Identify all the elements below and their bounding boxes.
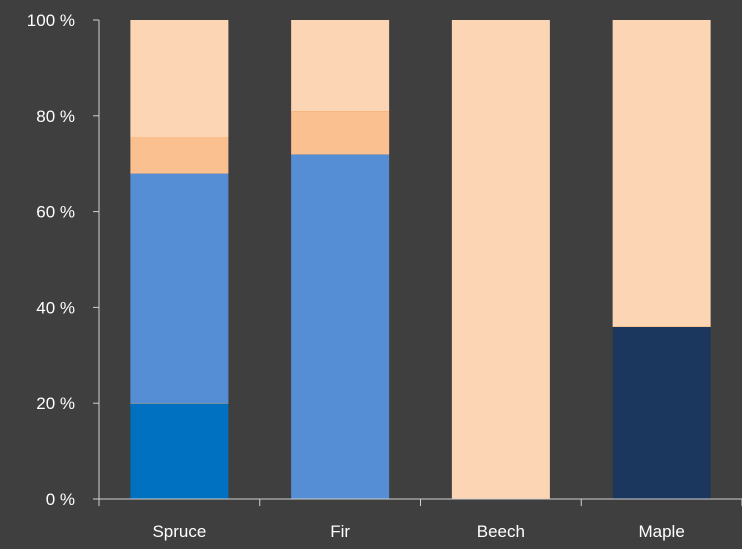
bar-segment-maple-series-2	[612, 326, 711, 499]
x-tick-label-fir: Fir	[330, 522, 350, 541]
bar-segment-spruce-series-3	[130, 173, 229, 404]
bar-segment-fir-series-4	[291, 111, 390, 155]
y-tick-label-0: 0 %	[46, 490, 75, 509]
bar-segment-maple-series-5	[612, 20, 711, 327]
y-tick-label-60: 60 %	[36, 203, 75, 222]
x-tick-label-spruce: Spruce	[152, 522, 206, 541]
bar-segment-spruce-series-4	[130, 137, 229, 174]
bars-layer	[130, 20, 711, 499]
bar-segment-fir-series-5	[291, 20, 390, 112]
x-tick-label-maple: Maple	[638, 522, 684, 541]
bar-segment-spruce-series-1	[130, 403, 229, 499]
y-tick-label-80: 80 %	[36, 107, 75, 126]
x-tick-label-beech: Beech	[477, 522, 525, 541]
y-tick-label-20: 20 %	[36, 394, 75, 413]
bar-segment-spruce-series-5	[130, 20, 229, 138]
bar-segment-fir-series-3	[291, 154, 390, 499]
y-tick-label-40: 40 %	[36, 298, 75, 317]
labels-layer: 0 % 20 % 40 % 60 % 80 % 100 % Spruce Fir Beech Ma…	[27, 11, 685, 541]
axes-layer	[93, 19, 742, 506]
y-tick-label-100: 100 %	[27, 11, 75, 30]
bar-segment-beech-series-5	[451, 20, 550, 499]
